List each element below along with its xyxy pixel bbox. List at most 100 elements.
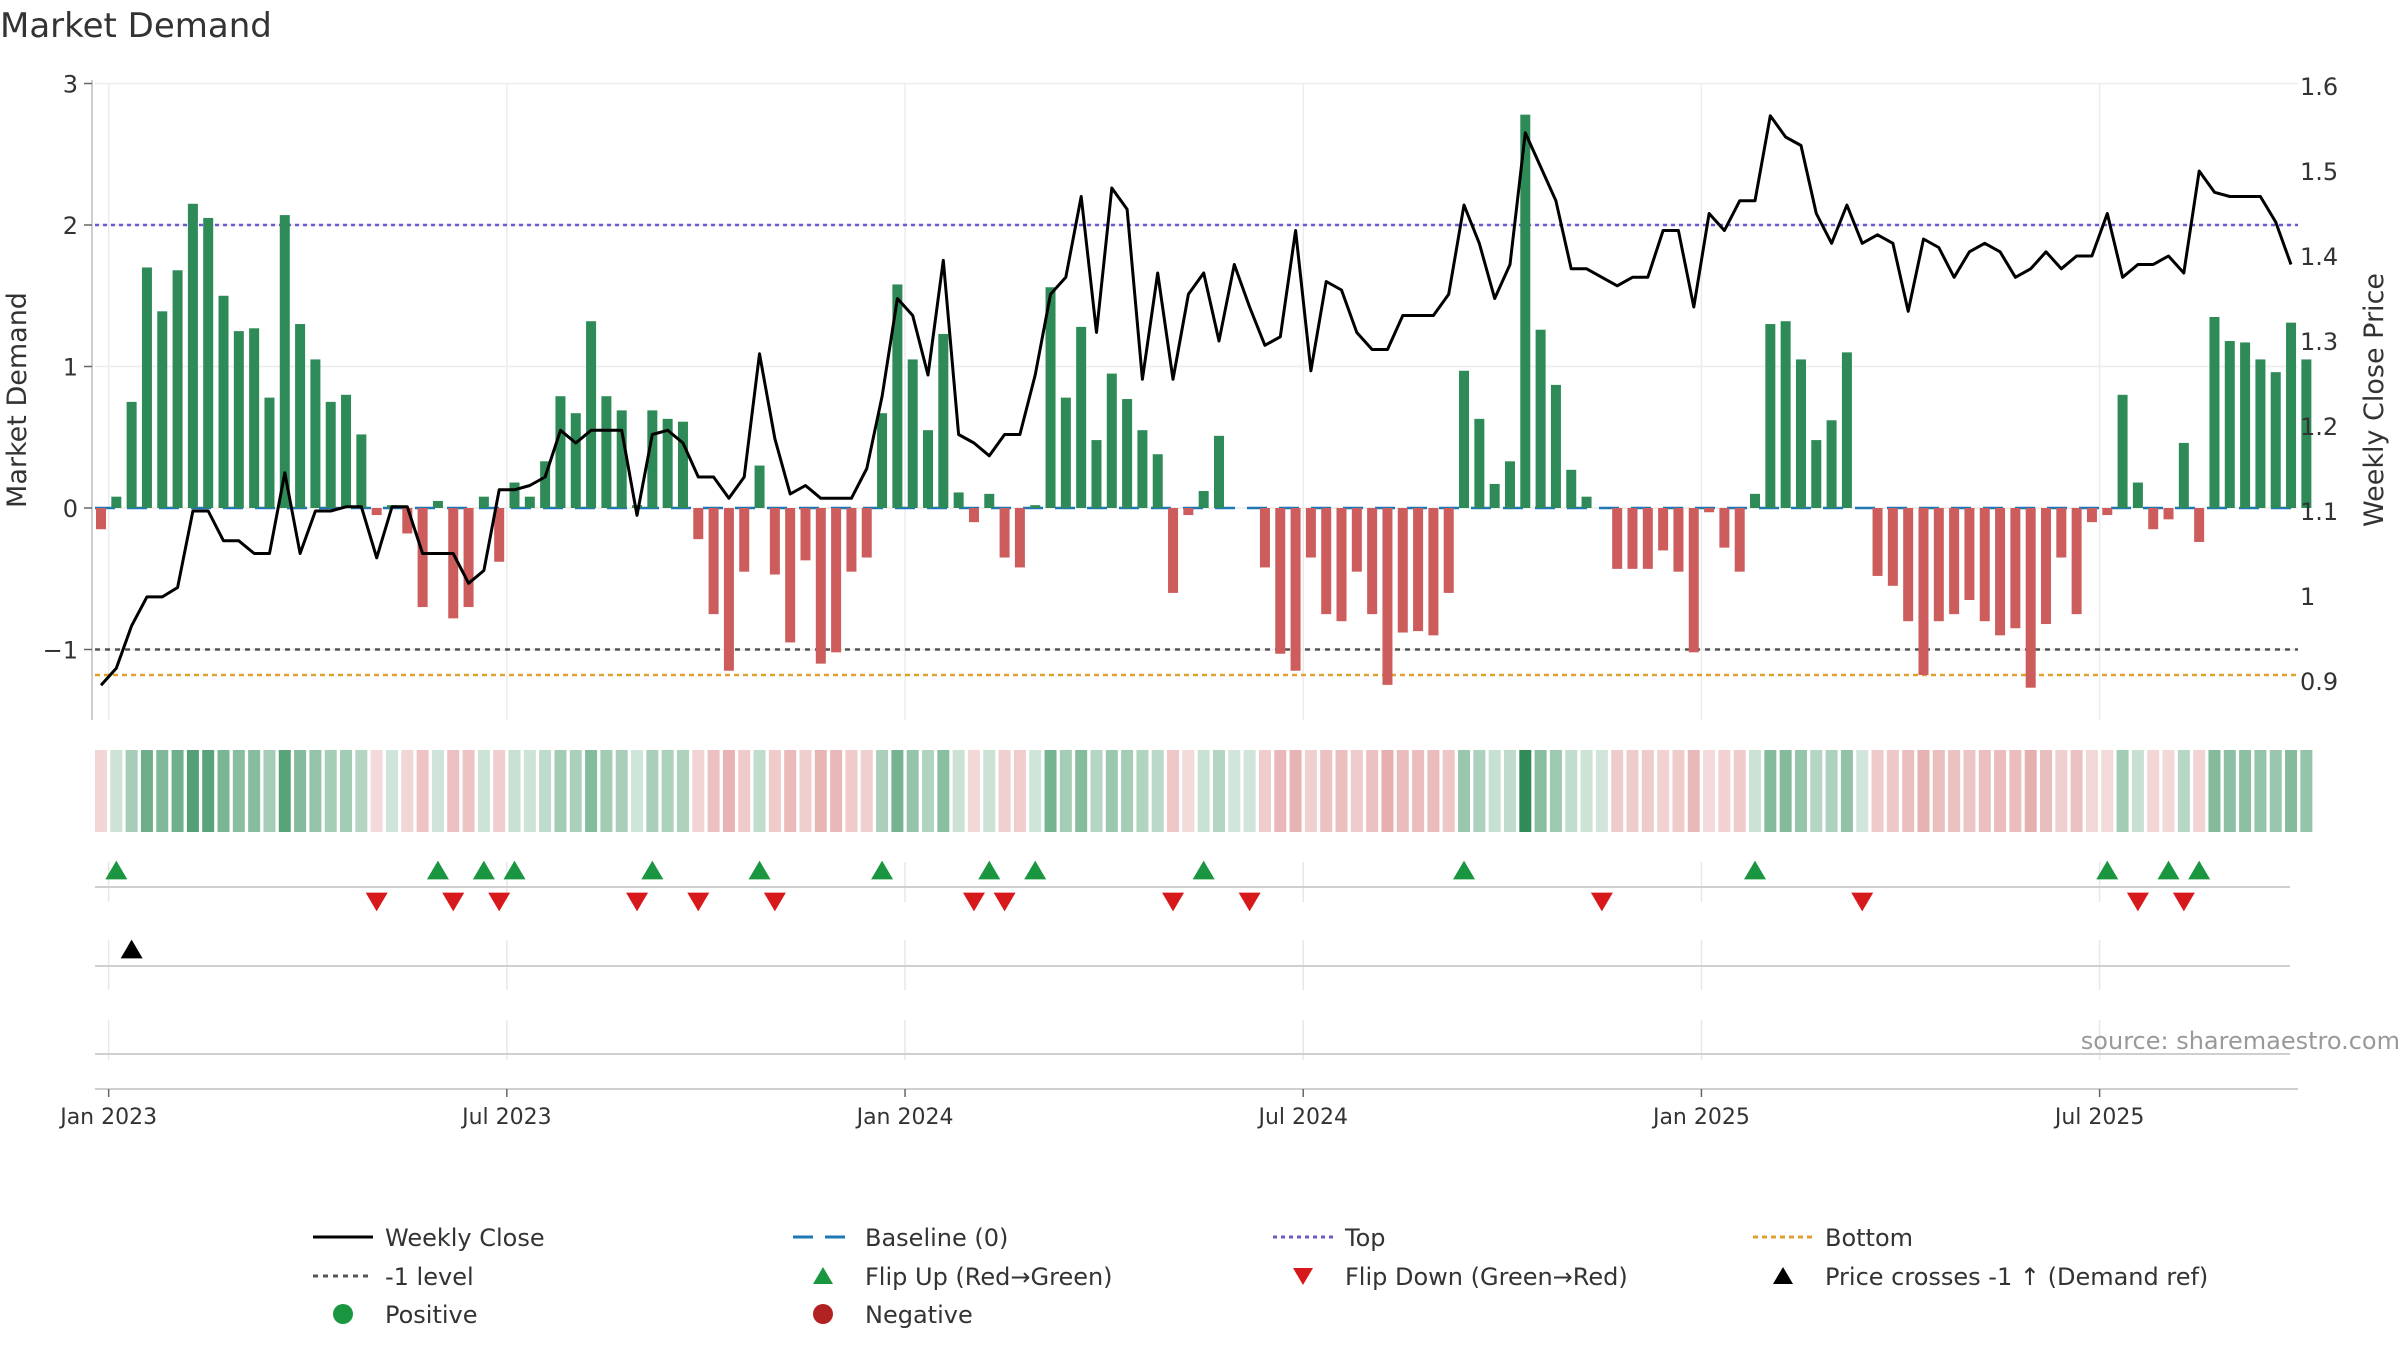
heat-cell (202, 750, 215, 832)
heat-cell (1366, 750, 1379, 832)
heat-cell (1794, 750, 1807, 832)
demand-bar (2301, 359, 2312, 508)
heat-cell (784, 750, 797, 832)
demand-bar (923, 430, 934, 508)
heat-cell (631, 750, 644, 832)
heat-cell (2162, 750, 2175, 832)
demand-bar (1949, 508, 1960, 615)
flip-down-marker (962, 892, 985, 912)
heat-cell (585, 750, 598, 832)
demand-bar (1030, 505, 1041, 508)
heat-cell (324, 750, 337, 832)
demand-bar (1290, 508, 1301, 671)
demand-bar (693, 508, 704, 540)
heat-cell (1182, 750, 1195, 832)
demand-bar (157, 311, 168, 508)
legend: Weekly Close Baseline (0) Top Bottom -1 leve… (313, 1224, 2208, 1329)
x-tick-label: Jan 2025 (1651, 1105, 1750, 1130)
demand-bar (1367, 508, 1378, 615)
heat-cell (263, 750, 276, 832)
heat-cell (554, 750, 567, 832)
heat-cell (1350, 750, 1363, 832)
heat-cell (1427, 750, 1440, 832)
price-cross-marker (120, 939, 143, 959)
heat-cell (2223, 750, 2236, 832)
heat-cell (2009, 750, 2022, 832)
demand-bar (1351, 508, 1362, 572)
demand-bar (1321, 508, 1332, 615)
demand-bar (769, 508, 780, 575)
heat-cell (1672, 750, 1685, 832)
demand-bar (310, 359, 321, 508)
demand-bar (953, 492, 964, 508)
demand-bar (831, 508, 842, 653)
heat-cell (967, 750, 980, 832)
demand-bar (1014, 508, 1025, 568)
heat-cell (2269, 750, 2282, 832)
demand-bar (126, 401, 137, 508)
legend-swatch (813, 1304, 833, 1324)
heat-cell (186, 750, 199, 832)
heat-cell (156, 750, 169, 832)
x-tick-label: Jul 2023 (460, 1105, 552, 1130)
heat-cell (1840, 750, 1853, 832)
demand-bar (2086, 508, 2097, 523)
legend-label: Baseline (0) (865, 1224, 1008, 1252)
demand-bar (1259, 508, 1270, 568)
demand-bar (2025, 508, 2036, 688)
heat-cell (1825, 750, 1838, 832)
demand-bar (1964, 508, 1975, 600)
heat-cell (707, 750, 720, 832)
flip-up-marker (105, 860, 128, 880)
right-tick-label: 1.1 (2300, 498, 2338, 526)
heat-cell (1871, 750, 1884, 832)
demand-bar (861, 508, 872, 558)
heat-cell (1029, 750, 1042, 832)
demand-bar (601, 396, 612, 508)
demand-bar (1688, 508, 1699, 653)
heat-cell (1381, 750, 1394, 832)
heat-cell (294, 750, 307, 832)
legend-item: Price crosses -1 ↑ (Demand ref) (1773, 1263, 2208, 1291)
demand-bar (1076, 326, 1087, 508)
heat-cell (1749, 750, 1762, 832)
heat-cell (799, 750, 812, 832)
heat-cell (937, 750, 950, 832)
demand-bar (1566, 469, 1577, 508)
legend-swatch (1773, 1267, 1793, 1284)
heat-cell (401, 750, 414, 832)
legend-label: -1 level (385, 1263, 474, 1291)
heat-cell (1335, 750, 1348, 832)
demand-bar (187, 203, 198, 508)
legend-label: Flip Up (Red→Green) (865, 1263, 1113, 1291)
demand-bar (1642, 508, 1653, 569)
demand-bar (632, 505, 643, 508)
flip-up-marker (2096, 860, 2119, 880)
demand-bar (1168, 508, 1179, 593)
heat-cell (1626, 750, 1639, 832)
heat-cell (1044, 750, 1057, 832)
demand-bar (754, 465, 765, 508)
heat-cell (1458, 750, 1471, 832)
heat-cell (1948, 750, 1961, 832)
heat-cell (232, 750, 245, 832)
demand-bar (478, 496, 489, 508)
heat-cell (722, 750, 735, 832)
demand-bar (1734, 508, 1745, 572)
heat-cell (1932, 750, 1945, 832)
heat-cell (1595, 750, 1608, 832)
demand-bar (616, 410, 627, 508)
demand-bar (1933, 508, 1944, 622)
demand-bar (1520, 114, 1531, 508)
demand-heat-strip (95, 750, 2313, 832)
heat-cell (125, 750, 138, 832)
left-tick-label: 1 (63, 354, 78, 382)
demand-bar (218, 295, 229, 508)
demand-bar (1903, 508, 1914, 622)
heat-cell (171, 750, 184, 832)
demand-bar (1826, 420, 1837, 508)
right-tick-label: 1.2 (2300, 413, 2338, 441)
heat-cell (508, 750, 521, 832)
flip-up-marker (503, 860, 526, 880)
demand-bar (647, 410, 658, 508)
